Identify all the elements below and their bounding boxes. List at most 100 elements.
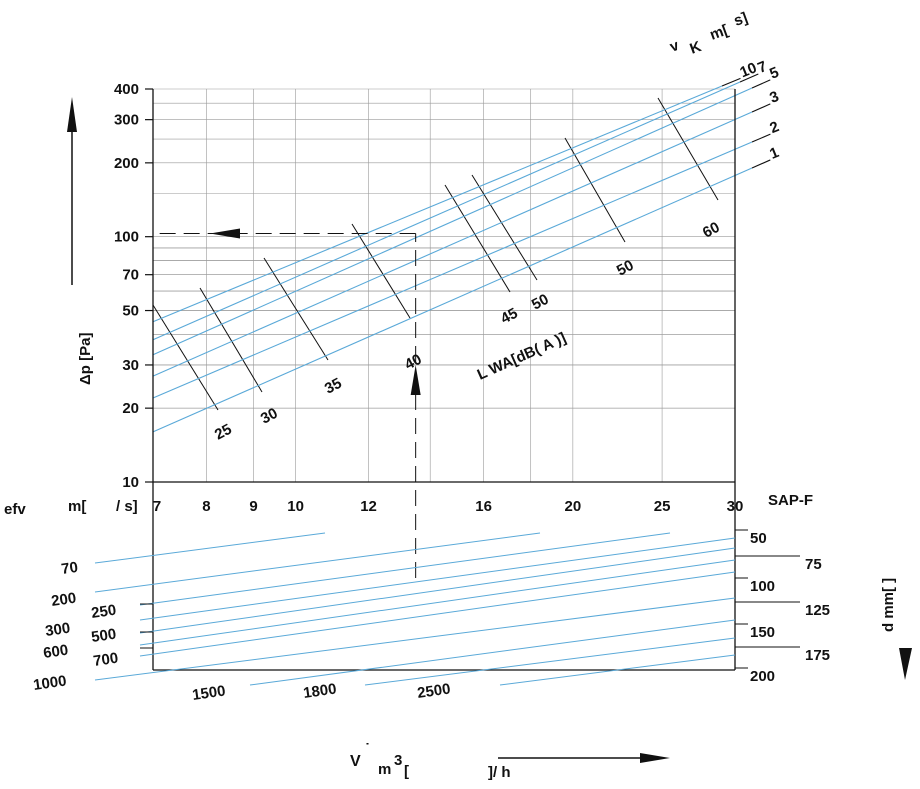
diameter-label: 100 [750,578,775,595]
x-tick-label: 12 [360,498,377,515]
flow-axis-label-dot: ˙ [365,741,370,758]
flow-label: 200 [50,590,77,610]
example-up-arrow-icon [410,365,421,395]
velocity-line [152,111,753,377]
velocity-line [152,87,753,356]
sound-level-value: 45 [498,305,521,328]
diameter-label: 175 [805,647,830,664]
x-tick-label: 16 [475,498,492,515]
x-axis-label-unit: m[ [68,498,86,515]
nomogram-header: SAP-F [768,492,813,509]
example-path [153,228,421,578]
x-tick-label: 7 [153,498,161,515]
y-tick-label: 300 [114,112,139,129]
flow-label-bottom: 1500 [191,682,226,703]
diameter-label: 125 [805,602,830,619]
diameter-label: 50 [750,530,767,547]
sound-level-line [444,184,511,293]
flow-axis-label-open: [ [404,763,409,780]
flow-line [139,559,736,646]
sound-level-label: L WA[dB( A )] [475,329,569,383]
y-axis-label: Δp [Pa] [77,333,94,385]
x-tick-label: 25 [654,498,671,515]
sound-level-value: 35 [322,375,345,398]
sound-level-value: 30 [258,405,281,428]
flow-axis-arrow-icon [640,753,670,763]
diameter-axis-label: d mm[ ] [880,578,897,632]
example-left-arrow-icon [210,228,240,239]
diameter-label: 75 [805,556,822,573]
x-axis-label-unit-end: / s] [116,498,138,515]
y-tick-label: 30 [122,357,139,374]
velocity-label-K: K [688,38,704,58]
y-tick-label: 10 [122,474,139,491]
velocity-line-end [751,103,771,113]
velocity-line-end [739,73,759,83]
y-axis-arrow-icon [67,97,77,132]
sound-level-value: 50 [614,257,637,280]
flow-label: 250 [90,602,117,622]
x-axis: 7 8 9 10 12 16 20 25 30 [153,498,744,515]
flow-axis-label-V: V [350,753,361,770]
velocity-line [152,81,741,341]
flow-label-bottom: 2500 [416,680,451,701]
sound-level-line [263,257,329,361]
velocity-label-v: v [668,37,682,56]
y-tick-label: 400 [114,81,139,98]
y-tick-label: 200 [114,155,139,172]
flow-axis-label-m: m [378,761,391,778]
diameter-label: 200 [750,668,775,685]
sound-level-line [351,223,411,319]
x-tick-label: 10 [287,498,304,515]
velocity-line [152,167,753,433]
velocity-line-label: 10 [737,59,759,81]
flow-line [139,547,736,634]
flow-axis-label-3: 3 [394,752,402,769]
flow-line [364,637,736,686]
flow-label: 300 [44,620,71,640]
velocity-line-end [751,159,771,169]
chart-grid [153,88,735,483]
sound-level-value: 40 [402,351,425,374]
plot-frame [152,89,736,671]
flow-line [139,532,671,606]
velocity-line-end [751,79,771,89]
velocity-line [152,85,723,323]
flow-label: 500 [90,626,117,646]
sound-level-line [471,174,538,281]
flow-label-bottom: 1800 [302,680,337,701]
y-tick-label: 70 [122,267,139,284]
y-axis: 10 20 30 50 70 100 200 300 400 [67,81,153,491]
velocity-label-s: s] [732,9,750,30]
flow-line [94,532,541,593]
x-tick-label: 30 [727,498,744,515]
flow-line [499,654,736,686]
flow-axis-label-close: ]/ h [488,764,511,781]
flow-label: 600 [42,642,69,662]
y-tick-label: 50 [122,303,139,320]
diameter-arrow-icon [899,648,912,680]
sound-level-value: 25 [212,421,235,444]
diameter-nomogram: 50 75 100 125 150 175 200 70 200 250 300 500 600 700 1… [32,529,830,704]
x-tick-label: 9 [249,498,257,515]
sound-level-value: 60 [700,219,723,242]
x-tick-label: 20 [565,498,582,515]
x-tick-label: 8 [202,498,210,515]
flow-line [139,571,736,657]
sound-level-value: 50 [529,291,552,314]
velocity-line [152,141,753,399]
flow-line [249,619,736,686]
velocity-label-m: m[ [708,22,731,44]
diameter-label: 150 [750,624,775,641]
x-axis-label-efv: efv [4,501,26,518]
flow-label: 1000 [32,672,67,693]
sound-level-line [564,137,626,243]
flow-label: 700 [92,650,119,670]
sound-level-line [199,287,263,393]
flow-line [139,537,736,621]
sound-level-lines: 25 30 35 40 45 50 50 60 [152,97,723,444]
y-tick-label: 100 [114,229,139,246]
velocity-line-end [721,77,741,87]
